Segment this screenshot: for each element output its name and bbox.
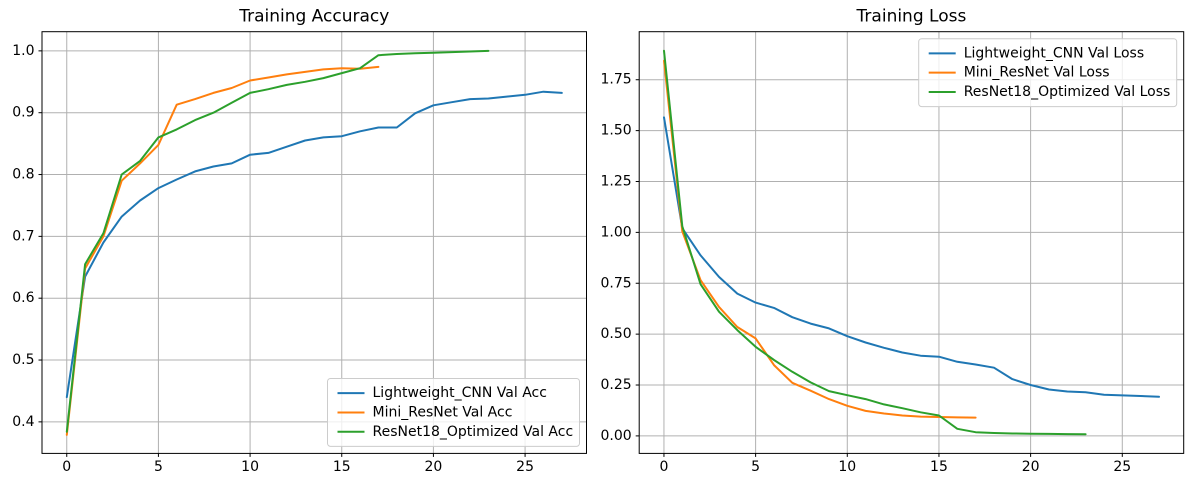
x-tick-label: 10 bbox=[241, 459, 259, 475]
x-tick-label: 5 bbox=[154, 459, 163, 475]
y-tick-label: 0.7 bbox=[12, 228, 34, 244]
axes-border bbox=[41, 31, 587, 454]
grid bbox=[639, 31, 1184, 454]
training-accuracy-chart: 0 5 10 15 20 25 0.4 0.5 0.6 0.7 0.8 0.9 1.0 Training … bbox=[12, 7, 587, 475]
x-tick-label: 25 bbox=[516, 459, 534, 475]
x-tick-label: 20 bbox=[425, 459, 443, 475]
y-tick-label: 1.50 bbox=[601, 123, 632, 139]
y-tick-label: 1.75 bbox=[601, 72, 632, 88]
chart-title: Training Loss bbox=[856, 7, 967, 27]
x-tick-label: 0 bbox=[659, 459, 668, 475]
y-tick-label: 1.0 bbox=[12, 43, 34, 59]
legend-label: ResNet18_Optimized Val Acc bbox=[373, 424, 574, 440]
legend-label: ResNet18_Optimized Val Loss bbox=[964, 84, 1171, 100]
y-tick-label: 0.75 bbox=[601, 275, 632, 291]
y-tick-label: 0.8 bbox=[12, 167, 34, 183]
legend-box bbox=[918, 38, 1178, 108]
x-tick-label: 15 bbox=[333, 459, 351, 475]
series-line-lightweight-cnn-val-acc bbox=[65, 90, 563, 399]
y-tick-label: 0.00 bbox=[601, 428, 632, 444]
x-tick-label: 20 bbox=[1022, 459, 1040, 475]
series-line-lightweight-cnn-val-loss bbox=[663, 116, 1160, 398]
legend-box bbox=[327, 378, 580, 447]
x-tick-label: 25 bbox=[1113, 459, 1131, 475]
chart-title: Training Accuracy bbox=[238, 7, 389, 27]
y-tick-label: 0.4 bbox=[12, 414, 34, 430]
y-tick-label: 1.25 bbox=[601, 173, 632, 189]
legend-label: Mini_ResNet Val Loss bbox=[964, 65, 1110, 81]
legend-label: Mini_ResNet Val Acc bbox=[373, 404, 513, 420]
legend: Lightweight_CNN Val Acc Mini_ResNet Val A… bbox=[327, 378, 580, 447]
x-tick-label: 15 bbox=[930, 459, 948, 475]
series-line-mini-resnet-val-acc bbox=[65, 65, 380, 436]
grid bbox=[42, 31, 587, 454]
series-line-mini-resnet-val-loss bbox=[663, 59, 977, 419]
x-tick-label: 5 bbox=[751, 459, 760, 475]
legend: Lightweight_CNN Val Loss Mini_ResNet Val … bbox=[918, 38, 1178, 108]
series-line-resnet18-optimized-val-loss bbox=[663, 49, 1087, 436]
y-tick-label: 0.9 bbox=[12, 105, 34, 121]
x-tick-label: 10 bbox=[838, 459, 856, 475]
y-tick-label: 0.6 bbox=[12, 290, 34, 306]
legend-label: Lightweight_CNN Val Loss bbox=[964, 45, 1144, 61]
axes-border bbox=[638, 31, 1185, 454]
legend-label: Lightweight_CNN Val Acc bbox=[373, 385, 547, 401]
series-line-resnet18-optimized-val-acc bbox=[65, 49, 490, 433]
training-loss-chart: 0 5 10 15 20 25 0.00 0.25 0.50 0.75 1.00 1.25 1.50 1.… bbox=[601, 7, 1185, 475]
y-tick-label: 0.50 bbox=[601, 326, 632, 342]
y-tick-label: 0.5 bbox=[12, 352, 34, 368]
y-tick-label: 1.00 bbox=[601, 224, 632, 240]
y-tick-label: 0.25 bbox=[601, 377, 632, 393]
x-tick-label: 0 bbox=[62, 459, 71, 475]
